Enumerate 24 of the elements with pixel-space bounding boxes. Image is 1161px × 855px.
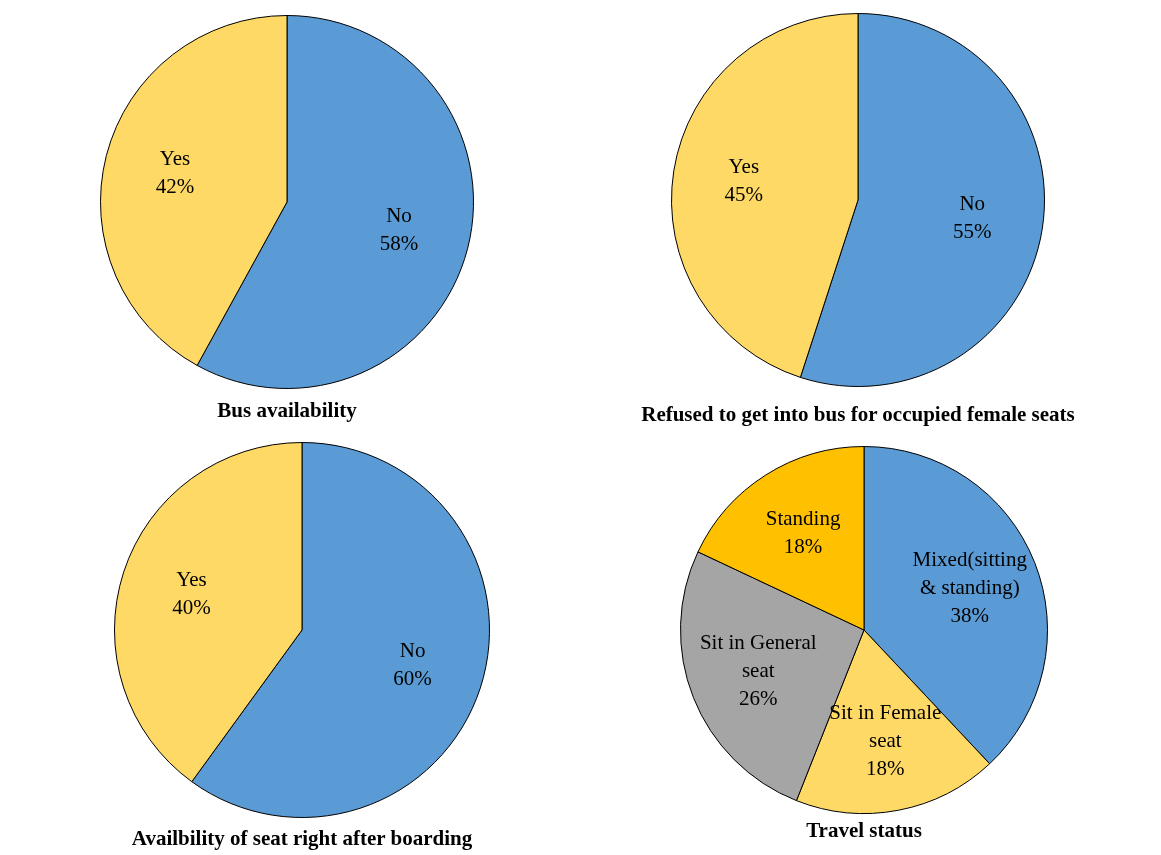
data-label: 18% bbox=[783, 534, 823, 559]
slice-label: Yes bbox=[159, 145, 191, 170]
data-label: 18% bbox=[866, 756, 905, 781]
data-label: 40% bbox=[172, 594, 211, 619]
slice-label: No bbox=[959, 190, 986, 215]
slice-label: No bbox=[386, 203, 412, 228]
data-label: 55% bbox=[952, 218, 992, 243]
data-label: 26% bbox=[738, 686, 778, 711]
slice-label: Sit in General seat bbox=[699, 630, 817, 683]
slice-label: Yes bbox=[176, 566, 207, 591]
slice-label: Sit in Female seat bbox=[829, 700, 942, 753]
text: Refused to get into bus for occupied female seats bbox=[641, 402, 1075, 427]
data-label: 38% bbox=[950, 602, 990, 627]
data-label: 42% bbox=[155, 173, 195, 198]
slice-label: Mixed(sitting & standing) bbox=[912, 546, 1028, 599]
text: Travel status bbox=[806, 818, 922, 843]
data-label: 60% bbox=[393, 666, 432, 691]
text: Availbility of seat right after boarding bbox=[131, 826, 473, 851]
text: Bus availability bbox=[217, 398, 357, 423]
data-label: 45% bbox=[724, 182, 764, 207]
slice-label: Yes bbox=[728, 154, 760, 179]
slice-label: No bbox=[399, 638, 426, 663]
slice-label: Standing bbox=[765, 506, 841, 531]
data-label: 58% bbox=[379, 231, 419, 256]
